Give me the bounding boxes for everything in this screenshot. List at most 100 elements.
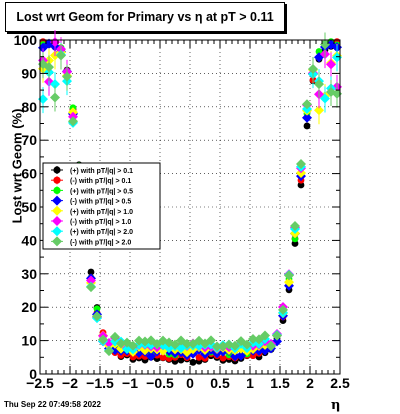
data-point <box>284 277 294 288</box>
x-tick-label: 1 <box>246 375 254 391</box>
data-point <box>297 181 305 189</box>
data-point <box>146 351 156 362</box>
legend-marker <box>52 195 62 206</box>
x-tick-label: 2.5 <box>330 375 350 391</box>
x-tick-label: 1.5 <box>270 375 290 391</box>
data-point <box>236 350 246 361</box>
data-point <box>314 79 324 90</box>
y-tick-label: 50 <box>21 199 37 215</box>
data-point <box>284 270 294 281</box>
data-point <box>93 305 101 313</box>
legend-marker <box>53 166 61 174</box>
footer-date: Thu Sep 22 07:49:58 2022 <box>4 400 101 409</box>
data-point <box>296 159 306 170</box>
x-tick-label: −2 <box>62 375 78 391</box>
y-tick-label: 20 <box>21 299 37 315</box>
data-points <box>38 30 342 366</box>
title-box: Lost wrt Geom for Primary vs η at pT > 0… <box>5 2 285 32</box>
data-point <box>230 340 240 351</box>
data-point <box>303 122 311 130</box>
data-point <box>278 304 288 315</box>
data-point <box>195 354 203 361</box>
legend-label: (+) with pT/|q| > 2.0 <box>70 229 133 236</box>
x-axis-label: η <box>331 398 341 413</box>
data-point <box>44 62 54 73</box>
data-point <box>98 334 108 345</box>
data-point <box>206 335 216 346</box>
y-tick-label: 70 <box>21 132 37 148</box>
data-point <box>219 354 227 362</box>
legend-label: (+) with pT/|q| > 0.5 <box>70 188 133 195</box>
data-point <box>116 338 126 349</box>
data-point <box>159 354 167 361</box>
x-tick-label: −0.5 <box>146 375 174 391</box>
y-axis-label: Lost wrt Geom (%) <box>9 108 25 224</box>
legend-item: (+) with pT/|q| > 1.0 <box>51 205 133 216</box>
data-point <box>128 340 138 351</box>
data-point <box>134 335 144 346</box>
legend: (+) with pT/|q| > 0.1 (-) with pT/|q| > 0… <box>42 162 161 250</box>
data-point <box>56 50 66 61</box>
data-point <box>242 339 252 350</box>
data-point <box>177 356 185 364</box>
data-point <box>320 93 330 104</box>
legend-item: (-) with pT/|q| > 0.1 <box>51 176 131 185</box>
data-point <box>170 339 180 350</box>
data-point <box>212 341 222 352</box>
legend-item: (+) with pT/|q| > 2.0 <box>51 226 133 237</box>
legend-label: (-) with pT/|q| > 0.5 <box>70 199 131 206</box>
data-point <box>87 268 95 276</box>
y-tick-label: 90 <box>21 65 37 81</box>
data-point <box>308 63 318 74</box>
legend-label: (-) with pT/|q| > 1.0 <box>70 219 131 226</box>
legend-label: (-) with pT/|q| > 2.0 <box>70 239 131 246</box>
legend-marker <box>53 186 61 194</box>
data-point <box>291 235 299 243</box>
data-point <box>62 71 72 82</box>
y-tick-label: 10 <box>21 333 37 349</box>
chart-title: Lost wrt Geom for Primary vs η at pT > 0… <box>16 10 274 24</box>
x-tick-label: −1 <box>122 375 138 391</box>
legend-item: (-) with pT/|q| > 1.0 <box>51 216 131 226</box>
legend-label: (-) with pT/|q| > 0.1 <box>70 178 131 185</box>
legend-marker <box>53 176 61 184</box>
legend-label: (+) with pT/|q| > 1.0 <box>70 209 133 216</box>
legend-item: (-) with pT/|q| > 0.5 <box>51 195 131 206</box>
data-point <box>290 221 300 232</box>
data-point <box>50 92 60 103</box>
data-point <box>189 358 197 366</box>
data-point <box>68 116 78 127</box>
legend-item: (+) with pT/|q| > 0.1 <box>51 166 133 175</box>
data-point <box>302 112 312 123</box>
legend-box <box>42 162 161 250</box>
y-tick-label: 0 <box>29 366 37 382</box>
x-tick-label: 0.5 <box>210 375 230 391</box>
x-tick-label: −2.5 <box>26 375 54 391</box>
data-point <box>182 338 192 349</box>
legend-marker <box>52 216 62 226</box>
data-point <box>260 330 270 341</box>
y-tick-label: 60 <box>21 166 37 182</box>
data-point <box>230 351 240 362</box>
legend-marker <box>52 236 62 247</box>
y-tick-label: 80 <box>21 99 37 115</box>
data-point <box>302 99 312 110</box>
x-tick-label: 0 <box>186 375 194 391</box>
data-point <box>86 282 96 293</box>
legend-item: (+) with pT/|q| > 0.5 <box>51 186 133 195</box>
x-tick-label: 2 <box>306 375 314 391</box>
data-point <box>272 330 282 341</box>
legend-marker <box>52 205 62 216</box>
data-point <box>129 353 137 361</box>
data-point <box>110 331 120 342</box>
data-point <box>104 346 114 357</box>
legend-marker <box>52 226 62 237</box>
y-tick-label: 100 <box>14 32 38 48</box>
y-tick-label: 40 <box>21 232 37 248</box>
data-point <box>314 105 324 116</box>
legend-label: (+) with pT/|q| > 0.1 <box>70 168 133 175</box>
data-point <box>86 275 96 286</box>
data-point <box>248 333 258 344</box>
